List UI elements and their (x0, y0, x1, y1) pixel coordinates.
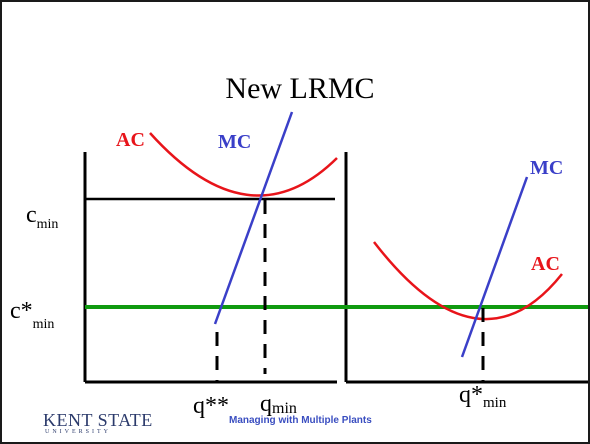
kent-state-logo: KENT STATE UNIVERSITY (43, 411, 153, 436)
right-mc-curve (460, 176, 529, 358)
right-mc-label: MC (530, 157, 563, 179)
cmin-label: cmin (26, 202, 58, 232)
cstar-min-label: c*min (10, 298, 54, 332)
logo-sub-text: UNIVERSITY (45, 429, 111, 435)
qmin-label: qmin (260, 391, 297, 417)
right-ac-curve (373, 241, 563, 321)
left-ac-label: AC (116, 129, 145, 151)
logo-main-text: KENT STATE (43, 410, 153, 430)
diagram-title: New LRMC (225, 72, 374, 105)
footer-title: Managing with Multiple Plants (229, 415, 372, 426)
left-ac-curve (149, 132, 338, 197)
left-mc-curve (213, 111, 294, 325)
right-ac-label: AC (531, 253, 560, 275)
qstarstar-label: q** (193, 393, 229, 419)
qstar-min-label: q*min (459, 382, 507, 411)
left-mc-label: MC (218, 131, 251, 153)
